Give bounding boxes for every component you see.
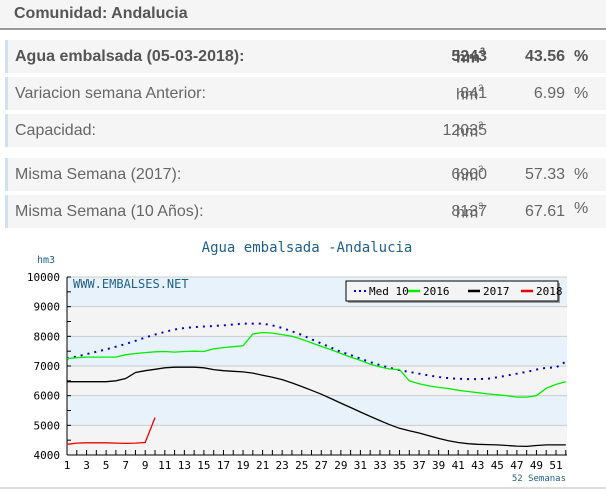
y-tick-label: 10000 (27, 271, 60, 284)
stat-percent: 6.99 (533, 85, 565, 102)
legend-label: 2017 (483, 285, 510, 298)
chart-band (67, 366, 567, 396)
stat-percent: 57.33 (524, 166, 565, 183)
x-tick-label: 33 (373, 459, 386, 472)
series-line-2016 (66, 331, 566, 398)
percent-sign: % (574, 48, 589, 65)
x-tick-label: 19 (236, 459, 249, 472)
stat-label: Misma Semana (2017): (15, 166, 182, 183)
legend-label: 2016 (423, 285, 450, 298)
legend-label: 2018 (536, 285, 563, 298)
x-tick-label: 47 (510, 459, 523, 472)
x-tick-label: 31 (354, 459, 367, 472)
y-tick-label: 9000 (34, 301, 61, 314)
percent-sign: % (574, 166, 589, 183)
stat-unit: hm3 (456, 46, 486, 67)
percent-sign: % (574, 200, 589, 217)
stat-unit: hm3 (456, 83, 484, 104)
legend-label: Med 10 (369, 285, 409, 298)
x-tick-label: 13 (178, 459, 191, 472)
x-tick-label: 43 (471, 459, 484, 472)
x-axis-caption: 52 Semanas (512, 474, 566, 484)
x-tick-label: 17 (217, 459, 230, 472)
series-line-med-10 (66, 322, 567, 381)
x-tick-label: 39 (432, 459, 445, 472)
y-tick-label: 8000 (34, 330, 61, 343)
stat-row-variacion: Variacion semana Anterior: 841 hm3 6.99 … (5, 77, 606, 110)
stat-unit: hm3 (456, 164, 484, 185)
chart-title: Agua embalsada -Andalucia (202, 240, 413, 256)
x-tick-label: 25 (295, 459, 308, 472)
x-tick-label: 3 (83, 459, 90, 472)
x-tick-label: 7 (122, 459, 129, 472)
x-tick-label: 35 (393, 459, 406, 472)
x-tick-label: 1 (64, 459, 71, 472)
stat-row-misma-semana-2017: Misma Semana (2017): 6900 hm3 57.33 % (5, 158, 606, 191)
stat-value: 841 (460, 85, 487, 102)
series-line-2017 (67, 366, 566, 448)
y-tick-label: 7000 (34, 360, 61, 373)
percent-sign: % (574, 85, 589, 102)
stat-row-misma-semana-10-anos: Misma Semana (10 Años): 8137 hm3 67.61 % (5, 195, 606, 228)
y-axis-unit: hm3 (37, 255, 55, 266)
stat-row-capacidad: Capacidad: 12035 hm3 (5, 114, 606, 147)
chart-band (67, 425, 567, 455)
x-tick-label: 5 (103, 459, 110, 472)
x-tick-label: 27 (315, 459, 328, 472)
x-tick-label: 23 (276, 459, 289, 472)
chart-band (67, 395, 567, 426)
stat-label: Variacion semana Anterior: (15, 85, 206, 102)
stat-label: Agua embalsada (05-03-2018): (15, 48, 245, 65)
stat-value: 5243 (451, 48, 487, 65)
stat-unit: hm3 (456, 120, 484, 141)
x-tick-label: 49 (530, 459, 543, 472)
x-tick-label: 45 (491, 459, 504, 472)
stat-label: Misma Semana (10 Años): (15, 203, 204, 220)
stat-percent: 43.56 (524, 48, 565, 65)
y-tick-label: 5000 (34, 419, 61, 432)
x-tick-label: 37 (412, 459, 425, 472)
community-header: Comunidad: Andalucia (0, 0, 606, 30)
stat-label: Capacidad: (15, 122, 96, 139)
community-title: Comunidad: Andalucia (14, 5, 188, 22)
stat-percent: 67.61 (524, 203, 565, 220)
divider (0, 487, 606, 489)
stat-value: 12035 (442, 122, 488, 139)
stat-value: 8137 (451, 203, 487, 220)
x-tick-label: 11 (158, 459, 171, 472)
legend-box (345, 280, 559, 302)
stat-value: 6900 (451, 166, 487, 183)
reservoir-chart: 10000 9000 8000 7000 6000 5000 4000 1 3 5 7 9 11 13 15… (0, 232, 606, 492)
x-tick-label: 9 (142, 459, 149, 472)
x-tick-label: 21 (256, 459, 269, 472)
y-tick-label: 6000 (34, 390, 61, 403)
watermark: WWW.EMBALSES.NET (73, 277, 189, 291)
chart-band (67, 306, 567, 337)
x-tick-label: 29 (334, 459, 347, 472)
y-tick-label: 4000 (34, 449, 61, 462)
stat-unit: hm3 (456, 201, 484, 222)
x-tick-label: 41 (452, 459, 465, 472)
chart-band (67, 336, 567, 366)
stat-row-agua-embalsada: Agua embalsada (05-03-2018): 5243 hm3 43… (5, 40, 606, 73)
x-tick-label: 51 (549, 459, 562, 472)
series-line-2018 (66, 417, 156, 445)
x-tick-label: 15 (197, 459, 210, 472)
